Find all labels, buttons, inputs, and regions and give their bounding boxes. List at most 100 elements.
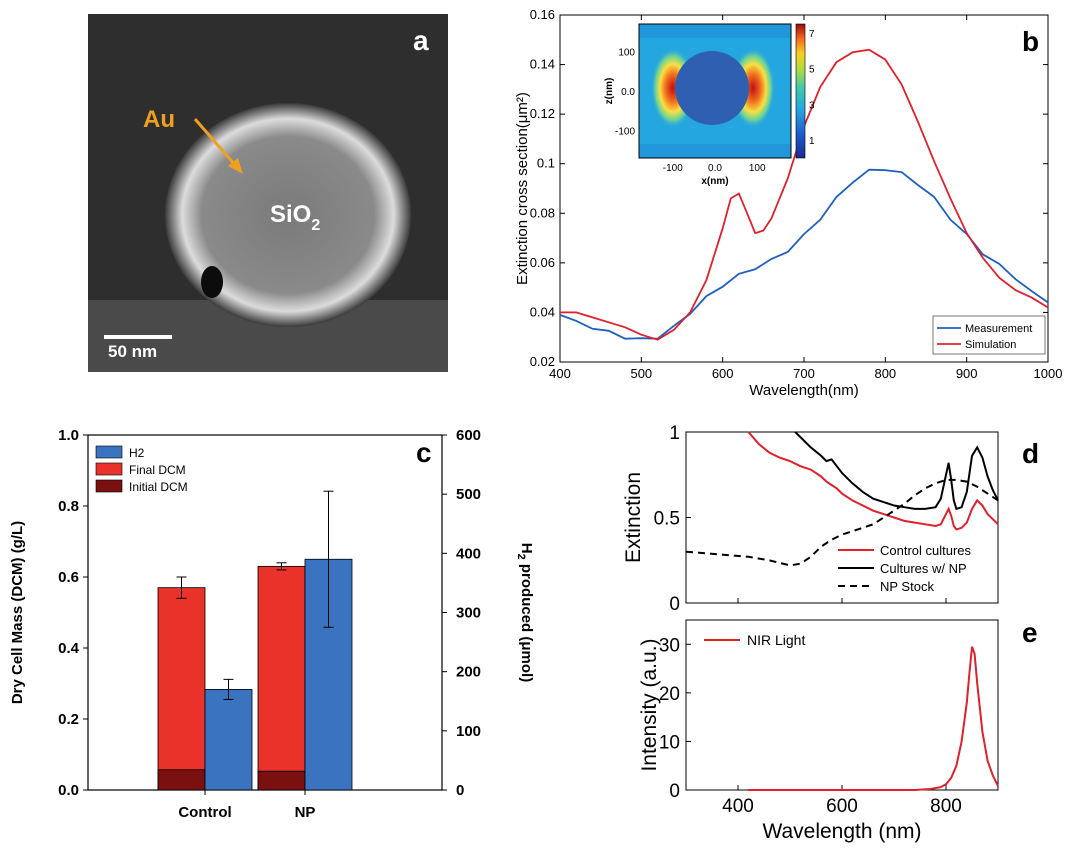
- chart-e-xtick-label: 800: [930, 796, 962, 817]
- chart-d-ytick-label: 1: [669, 423, 680, 444]
- chart-c-legend-swatch: [95, 462, 123, 476]
- chart-e-xlabel: Wavelength (nm): [762, 820, 921, 843]
- chart-e-xtick-label: 600: [826, 796, 858, 817]
- inset-ylabel: z(nm): [604, 78, 615, 105]
- chart-e-xtick-label: 400: [722, 796, 754, 817]
- chart-e-ytick-label: 0: [669, 781, 680, 802]
- chart-b-ytick-label: 0.08: [530, 205, 555, 220]
- chart-c-legend-swatch: [95, 479, 123, 493]
- chart-c-legend-label: Initial DCM: [129, 480, 188, 494]
- inset-xtick-label: 0.0: [708, 163, 722, 174]
- chart-c-ytick-left-label: 0.0: [58, 782, 79, 799]
- chart-b-xtick-label: 700: [793, 366, 815, 381]
- bar-final-dcm: [157, 587, 206, 791]
- chart-b-xtick-label: 600: [712, 366, 734, 381]
- chart-d-ylabel: Extinction: [622, 472, 645, 563]
- chart-c-legend-swatch: [95, 445, 123, 459]
- chart-e-ytick-label: 30: [659, 635, 680, 656]
- inset-colorbar-label: 7: [809, 29, 815, 40]
- chart-c-ytick-right-label: 500: [456, 486, 481, 503]
- chart-c-plot: 0.0 0.2 0.4 0.6 0.8 1.0 0 100 200 300 400 500 600 Dry…: [9, 427, 535, 821]
- chart-b-ytick-label: 0.06: [530, 255, 555, 270]
- chart-b-xtick-label: 500: [630, 366, 652, 381]
- chart-d-line-np-stock: [685, 478, 999, 567]
- chart-e-ytick-label: 10: [659, 732, 680, 753]
- chart-b-ytick-label: 0.12: [530, 106, 555, 121]
- chart-c-legend-label: Final DCM: [129, 463, 186, 477]
- chart-d-legend-label: Control cultures: [880, 543, 972, 558]
- chart-d-ytick-label: 0: [669, 594, 680, 615]
- bar-h2: [204, 689, 253, 791]
- chart-b-ytick-label: 0.16: [530, 7, 555, 22]
- chart-d-legend-label: Cultures w/ NP: [880, 561, 967, 576]
- panel-a-letter: a: [413, 25, 429, 56]
- chart-c-ytick-right-label: 300: [456, 605, 481, 622]
- chart-c-ytick-left-label: 0.6: [58, 569, 79, 586]
- inset-ytick-label: -100: [615, 126, 635, 137]
- chart-c-ytick-right-label: 0: [456, 782, 464, 799]
- em-void-left: [201, 266, 223, 298]
- chart-e-frame: [685, 619, 999, 791]
- chart-d-ytick-label: 0.5: [654, 509, 680, 530]
- chart-b-ytick-label: 0.02: [530, 354, 555, 369]
- inset-colorbar-label: 3: [809, 100, 815, 111]
- panel-e-letter: e: [1022, 617, 1038, 648]
- chart-e-ylabel: Intensity (a.u.): [638, 638, 661, 771]
- chart-d-line-cultures-np: [794, 431, 999, 511]
- scalebar-label: 50 nm: [108, 342, 157, 361]
- chart-c-ytick-left-label: 1.0: [58, 427, 79, 444]
- chart-c-ytick-left-label: 0.8: [58, 498, 79, 515]
- chart-b-ytick-label: 0.14: [530, 57, 555, 72]
- panel-b-letter: b: [1022, 26, 1039, 57]
- chart-d-frame: [685, 431, 999, 604]
- core-label: SiO2: [270, 201, 320, 234]
- chart-c-category-label: Control: [178, 804, 231, 821]
- chart-c-ytick-right-label: 400: [456, 545, 481, 562]
- chart-e-plot: 0 10 20 30 400 600 800 Wavelength (nm) Intensity…: [638, 619, 999, 843]
- chart-b-xtick-label: 400: [549, 366, 571, 381]
- chart-b-legend-label: Simulation: [965, 339, 1016, 351]
- inset-heatmap: -100 0.0 100 100 0.0 -100 x(nm) z(nm) 1 3 5 7: [604, 23, 815, 187]
- bar-initial-dcm: [257, 770, 306, 791]
- chart-b-xtick-label: 900: [956, 366, 978, 381]
- chart-b-legend-label: Measurement: [965, 323, 1032, 335]
- inset-colorbar: [795, 23, 806, 159]
- inset-xtick-label: -100: [663, 163, 683, 174]
- chart-b-xtick-label: 1000: [1034, 366, 1063, 381]
- au-label: Au: [143, 106, 175, 133]
- chart-c-category-label: NP: [295, 804, 316, 821]
- chart-b-ytick-label: 0.04: [530, 304, 555, 319]
- chart-c-ytick-right-label: 600: [456, 427, 481, 444]
- inset-ytick-label: 100: [618, 48, 635, 59]
- panel-a: Au SiO2 50 nm a: [88, 14, 448, 372]
- inset-axes-text: -100 0.0 100 100 0.0 -100 x(nm) z(nm) 1 3 5 7: [604, 29, 815, 187]
- chart-e-ytick-label: 20: [659, 684, 680, 705]
- inset-colorbar-label: 1: [809, 136, 815, 147]
- inset-frame: [638, 23, 792, 159]
- panel-d: 0 0.5 1 Extinction Control cultures Cultures …: [622, 423, 1039, 615]
- chart-b-line-simulation: [560, 48, 1049, 341]
- chart-b-ylabel: Extinction cross section(μm²): [514, 92, 531, 285]
- au-arrowhead: [228, 158, 243, 174]
- chart-b-xlabel: Wavelength(nm): [749, 382, 858, 399]
- chart-c-ylabel-right: H2 produced (μmol): [515, 543, 535, 682]
- chart-c-ytick-left-label: 0.4: [58, 640, 80, 657]
- chart-c-ytick-right-label: 100: [456, 723, 481, 740]
- inset-xlabel: x(nm): [701, 176, 728, 187]
- chart-c-ytick-right-label: 200: [456, 664, 481, 681]
- au-arrow: [193, 118, 238, 167]
- chart-b-xtick-label: 800: [874, 366, 896, 381]
- inset-colorbar-label: 5: [809, 65, 815, 76]
- chart-c-legend-label: H2: [129, 446, 145, 460]
- inset-field-far: [639, 24, 791, 38]
- panel-c-letter: c: [416, 437, 432, 468]
- scalebar: [104, 335, 172, 339]
- chart-c-ylabel-left: Dry Cell Mass (DCM) (g/L): [9, 521, 26, 704]
- em-particle: [165, 103, 411, 327]
- chart-c-ytick-left-label: 0.2: [58, 711, 79, 728]
- chart-d-line-control-cultures: [747, 431, 999, 531]
- chart-e-line-nir-light: [748, 646, 999, 791]
- inset-ytick-label: 0.0: [621, 87, 635, 98]
- panel-c: 0.0 0.2 0.4 0.6 0.8 1.0 0 100 200 300 400 500 600 Dry…: [9, 427, 535, 821]
